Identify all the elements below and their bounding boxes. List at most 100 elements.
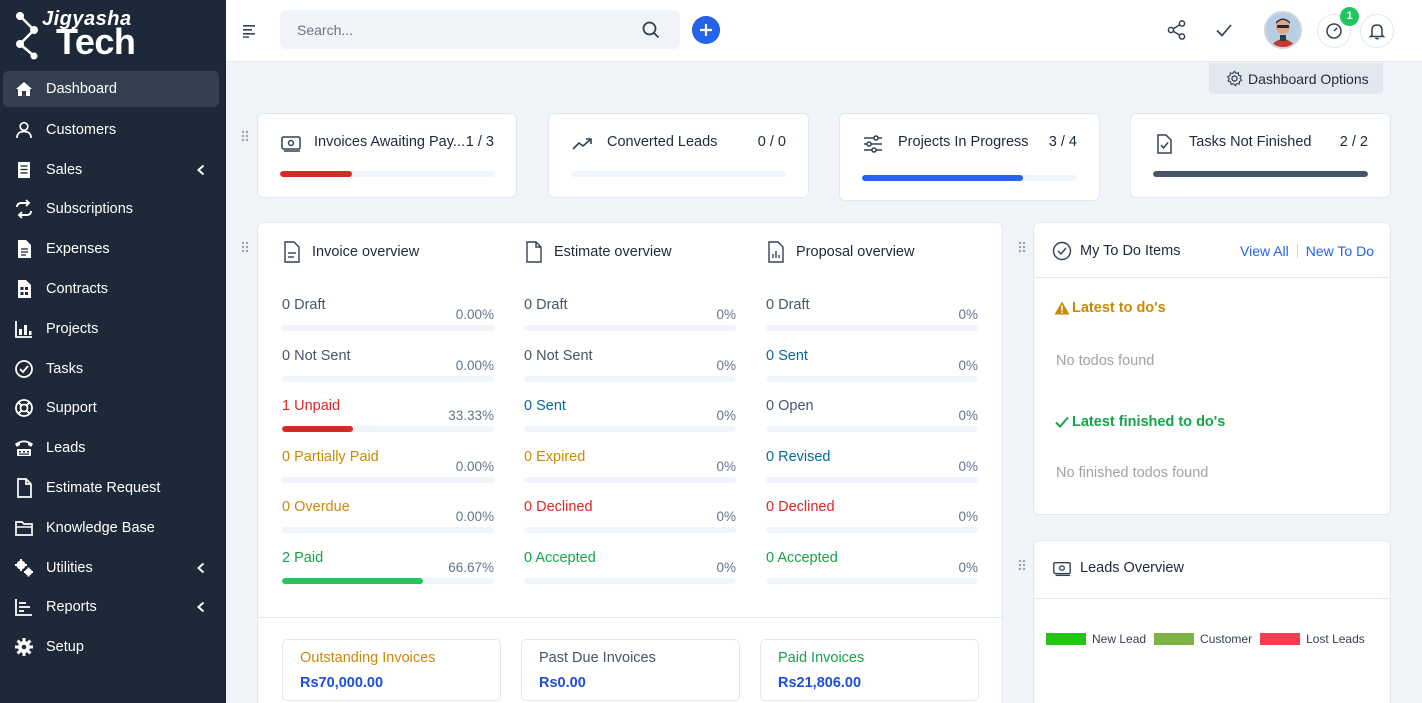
total-outstanding-invoices[interactable]: Outstanding Invoices Rs70,000.00 <box>282 639 501 701</box>
sidebar-item-dashboard[interactable]: Dashboard <box>3 71 219 107</box>
estimate-status-row[interactable]: 0 Expired 0% <box>524 449 736 489</box>
sidebar-item-label: Utilities <box>46 559 93 576</box>
status-percent: 0% <box>716 509 736 525</box>
status-progress-bar <box>524 426 736 433</box>
check-icon <box>1055 416 1069 428</box>
warning-icon <box>1054 301 1070 315</box>
sidebar-item-estimate-request[interactable]: Estimate Request <box>0 468 226 508</box>
new-todo-link[interactable]: New To Do <box>1305 243 1374 259</box>
invoice-status-row[interactable]: 0 Not Sent 0.00% <box>282 348 494 388</box>
chevron-left-icon[interactable] <box>196 601 206 613</box>
dashboard-options-button[interactable]: Dashboard Options <box>1209 63 1383 94</box>
check-icon[interactable] <box>1213 19 1235 41</box>
sidebar-item-reports[interactable]: Reports <box>0 588 226 628</box>
stat-count: 3 / 4 <box>1048 134 1077 150</box>
sidebar-item-knowledge-base[interactable]: Knowledge Base <box>0 508 226 548</box>
notifications-button[interactable] <box>1360 14 1394 48</box>
total-past-due-invoices[interactable]: Past Due Invoices Rs0.00 <box>521 639 740 701</box>
total-paid-invoices[interactable]: Paid Invoices Rs21,806.00 <box>760 639 979 701</box>
proposal-status-row[interactable]: 0 Declined 0% <box>766 499 978 539</box>
status-name: Accepted <box>777 550 838 566</box>
estimate-status-row[interactable]: 0 Not Sent 0% <box>524 348 736 388</box>
sidebar-item-tasks[interactable]: Tasks <box>0 349 226 389</box>
quick-add-button[interactable] <box>692 16 720 44</box>
proposal-status-row[interactable]: 0 Revised 0% <box>766 449 978 489</box>
legend-item[interactable]: New Lead <box>1046 632 1146 646</box>
stat-card-converted-leads[interactable]: Converted Leads 0 / 0 <box>548 113 809 198</box>
drag-handle-icon[interactable] <box>241 130 249 142</box>
status-count: 2 <box>282 550 291 566</box>
chevron-left-icon[interactable] <box>196 164 206 176</box>
check-circle-icon <box>1052 241 1072 261</box>
proposal-status-row[interactable]: 0 Accepted 0% <box>766 550 978 590</box>
sidebar-item-customers[interactable]: Customers <box>0 110 226 150</box>
sidebar-item-utilities[interactable]: Utilities <box>0 548 226 588</box>
leads-overview-card: Leads Overview New Lead Customer Lost Lead… <box>1033 540 1391 703</box>
legend-item[interactable]: Lost Leads <box>1260 632 1365 646</box>
estimate-status-row[interactable]: 0 Accepted 0% <box>524 550 736 590</box>
stat-card-invoices-awaiting[interactable]: Invoices Awaiting Pay... 1 / 3 <box>257 113 517 198</box>
status-percent: 0% <box>716 458 736 474</box>
invoice-status-row[interactable]: 0 Draft 0.00% <box>282 297 494 337</box>
sidebar-item-expenses[interactable]: Expenses <box>0 229 226 269</box>
sidebar-item-setup[interactable]: Setup <box>0 627 226 667</box>
stat-card-tasks-not-finished[interactable]: Tasks Not Finished 2 / 2 <box>1130 113 1391 198</box>
estimate-status-row[interactable]: 0 Declined 0% <box>524 499 736 539</box>
menu-toggle-icon[interactable] <box>243 24 257 38</box>
drag-handle-icon[interactable] <box>1018 241 1026 253</box>
timer-button[interactable] <box>1317 14 1351 48</box>
sidebar-item-leads[interactable]: Leads <box>0 428 226 468</box>
status-percent: 0% <box>958 408 978 424</box>
chart-bars-icon <box>15 320 32 338</box>
status-name: Open <box>778 398 814 415</box>
status-count: 0 <box>282 347 291 364</box>
sidebar-item-projects[interactable]: Projects <box>0 309 226 349</box>
drag-handle-icon[interactable] <box>241 241 249 253</box>
status-count: 0 <box>766 448 775 465</box>
status-name: Not Sent <box>294 347 351 364</box>
search-input[interactable] <box>280 10 680 49</box>
brand-line2: Tech <box>56 21 136 62</box>
proposal-overview-header[interactable]: Proposal overview <box>766 241 914 263</box>
sidebar-item-sales[interactable]: Sales <box>0 150 226 190</box>
invoice-status-row[interactable]: 0 Partially Paid 0.00% <box>282 449 494 489</box>
brand-logo[interactable]: Jigyasha Tech <box>14 6 154 62</box>
estimate-status-row[interactable]: 0 Draft 0% <box>524 297 736 337</box>
sidebar-item-contracts[interactable]: Contracts <box>0 269 226 309</box>
proposal-status-row[interactable]: 0 Draft 0% <box>766 297 978 337</box>
legend-label: Lost Leads <box>1306 632 1365 646</box>
search-icon[interactable] <box>642 21 660 39</box>
stat-progress-bar <box>280 171 495 177</box>
folder-icon <box>15 521 33 536</box>
invoice-status-row[interactable]: 1 Unpaid 33.33% <box>282 398 494 438</box>
proposal-status-row[interactable]: 0 Open 0% <box>766 398 978 438</box>
proposal-status-row[interactable]: 0 Sent 0% <box>766 348 978 388</box>
status-percent: 0% <box>958 509 978 525</box>
estimate-overview-header[interactable]: Estimate overview <box>524 241 672 263</box>
estimate-status-row[interactable]: 0 Sent 0% <box>524 398 736 438</box>
legend-item[interactable]: Customer <box>1154 632 1252 646</box>
view-all-link[interactable]: View All <box>1240 243 1289 259</box>
stat-progress-bar <box>862 175 1077 181</box>
status-label: 0 Sent <box>524 398 566 414</box>
stat-progress-fill <box>280 171 352 177</box>
invoice-status-row[interactable]: 0 Overdue 0.00% <box>282 499 494 539</box>
sidebar-item-subscriptions[interactable]: Subscriptions <box>0 190 226 230</box>
invoice-status-row[interactable]: 2 Paid 66.67% <box>282 550 494 590</box>
invoice-overview-header[interactable]: Invoice overview <box>282 241 419 263</box>
legend-label: Customer <box>1200 632 1253 646</box>
status-percent: 0% <box>958 458 978 474</box>
sidebar-item-support[interactable]: Support <box>0 389 226 429</box>
share-icon[interactable] <box>1166 19 1188 41</box>
estimate-overview-title: Estimate overview <box>554 244 672 260</box>
stat-label: Tasks Not Finished <box>1189 134 1312 150</box>
file-invoice-icon <box>284 241 300 263</box>
user-avatar[interactable] <box>1264 11 1302 49</box>
stat-card-projects-in-progress[interactable]: Projects In Progress 3 / 4 <box>839 113 1100 201</box>
leads-header: Leads Overview <box>1034 541 1390 599</box>
drag-handle-icon[interactable] <box>1018 559 1026 571</box>
sidebar-item-label: Sales <box>46 161 83 178</box>
sidebar-item-label: Tasks <box>46 360 84 377</box>
sidebar-item-label: Projects <box>46 320 99 337</box>
chevron-left-icon[interactable] <box>196 562 206 574</box>
